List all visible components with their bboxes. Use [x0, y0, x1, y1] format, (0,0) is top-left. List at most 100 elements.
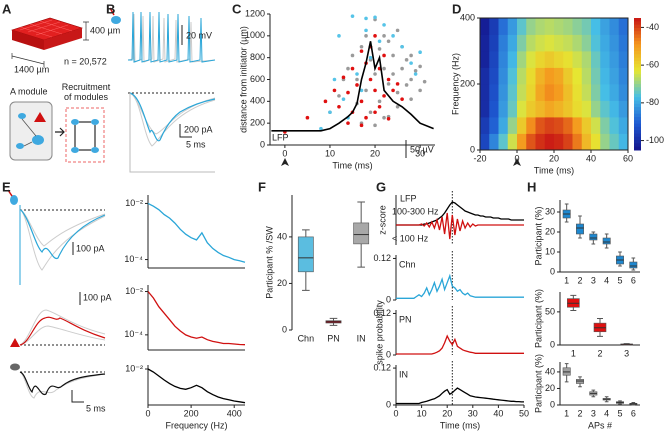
- scatter-point: [373, 123, 377, 128]
- scatter-point: [332, 77, 337, 82]
- annotation: 400 µm: [90, 25, 120, 35]
- y-tick-label: 600: [250, 74, 265, 84]
- x-tick-label: 4: [604, 408, 609, 418]
- heatmap-cell: [618, 84, 629, 101]
- scatter-point: [368, 55, 373, 60]
- heatmap-cell: [572, 18, 583, 35]
- x-tick-label: IN: [357, 333, 366, 343]
- heatmap-cell: [489, 51, 499, 68]
- scatter-point: [386, 82, 391, 86]
- scatter-point: [395, 82, 400, 86]
- scatter-point: [409, 61, 413, 65]
- heatmap-cell: [517, 84, 527, 101]
- heatmap-cell: [526, 133, 536, 151]
- y-tick-label: 20: [277, 278, 287, 288]
- heatmap-cell: [581, 100, 592, 118]
- colorbar-step: [634, 87, 641, 92]
- y-tick-label: 800: [250, 52, 265, 62]
- heatmap-cell: [544, 51, 555, 68]
- scatter-point: [418, 50, 422, 55]
- scatter-point: [368, 110, 373, 115]
- colorbar-step: [634, 54, 641, 59]
- line-series: [147, 202, 246, 263]
- annotation: A module: [10, 86, 48, 96]
- annotation: Recruitment of modules: [61, 82, 111, 102]
- scatter-point: [346, 90, 350, 95]
- colorbar-step: [634, 140, 641, 144]
- heatmap-cell: [554, 133, 564, 151]
- annotation: 5 ms: [86, 403, 106, 413]
- panel-letter: A: [2, 1, 12, 16]
- colorbar-step: [634, 31, 641, 35]
- whisker: [302, 271, 310, 291]
- heatmap-cell: [609, 18, 620, 35]
- heatmap-cell: [581, 117, 592, 134]
- x-tick-label: 20: [549, 153, 559, 163]
- heatmap-cell: [609, 133, 620, 151]
- y-tick-label: 40: [545, 366, 555, 376]
- heatmap-cell: [517, 100, 527, 118]
- scatter-point: [350, 66, 355, 71]
- y-tick-label: 1000: [245, 30, 265, 40]
- heatmap-cell: [480, 18, 490, 35]
- heatmap-cell: [618, 18, 629, 35]
- box: [576, 223, 584, 235]
- x-tick-label: 60: [623, 153, 633, 163]
- whisker: [329, 317, 338, 321]
- scatter-point: [359, 99, 364, 104]
- y-tick-label: 20: [545, 383, 555, 393]
- heatmap-cell: [507, 133, 518, 151]
- x-tick-label: 0: [514, 153, 519, 163]
- scatter-point: [373, 34, 377, 38]
- heatmap-cell: [507, 100, 518, 118]
- heatmap-cell: [600, 100, 610, 118]
- scatter-point: [386, 117, 391, 121]
- heatmap-cell: [618, 67, 629, 85]
- y-tick-label: 10⁻⁴: [124, 254, 143, 264]
- y-tick-label: 0: [386, 399, 391, 409]
- heatmap-cell: [526, 84, 536, 101]
- scatter-point: [364, 115, 368, 120]
- colorbar-step: [634, 64, 641, 68]
- scatter-point: [409, 53, 413, 58]
- heatmap-cell: [535, 100, 546, 118]
- patch-traces: [109, 7, 216, 173]
- whisker: [357, 243, 365, 268]
- heatmap-cell: [480, 100, 490, 118]
- scatter-point: [382, 34, 386, 38]
- whisker: [597, 331, 603, 337]
- box: [297, 236, 314, 273]
- x-axis-label: Time (ms): [534, 165, 574, 175]
- whisker: [564, 203, 569, 210]
- colorbar-step: [634, 84, 641, 88]
- heatmap-cell: [535, 18, 546, 35]
- colorbar-step: [634, 107, 641, 111]
- whisker: [591, 240, 596, 245]
- colorbar-step: [634, 93, 641, 98]
- heatmap-cell: [600, 34, 610, 52]
- heatmap-cell: [498, 51, 509, 68]
- scatter-point: [377, 47, 382, 51]
- heatmap-cell: [591, 67, 601, 85]
- scatter-point: [400, 66, 404, 71]
- heatmap-cell: [535, 34, 546, 52]
- whisker: [631, 268, 636, 271]
- heatmap-cell: [480, 117, 490, 134]
- heatmap-cell: [480, 84, 490, 101]
- colorbar-step: [634, 27, 641, 32]
- scatter-point: [359, 44, 364, 49]
- y-tick-label: 0: [282, 324, 287, 334]
- heatmap-cell: [526, 18, 536, 35]
- scatter-point: [391, 72, 395, 76]
- box: [353, 222, 370, 245]
- x-tick-label: 5: [617, 275, 622, 285]
- scatter-point: [359, 123, 364, 128]
- heatmap-cell: [498, 84, 509, 101]
- y-tick-label: 0.12: [373, 308, 391, 318]
- annotation: 5 ms: [186, 139, 206, 149]
- box: [589, 233, 598, 241]
- whisker: [302, 229, 310, 237]
- series-label: LFP: [400, 193, 417, 203]
- colorbar-step: [634, 80, 641, 85]
- colorbar-step: [634, 100, 641, 105]
